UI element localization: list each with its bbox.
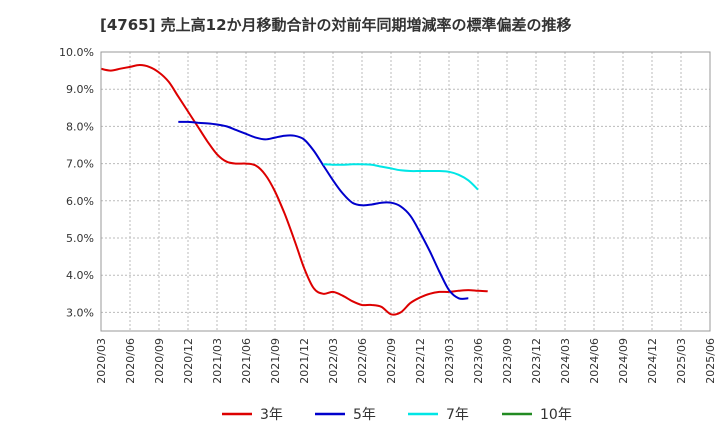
y-axis: 3.0% 4.0% 5.0% 6.0% 7.0% 8.0% 9.0% 10.0% [59,46,94,319]
legend: 3年 5年 7年 10年 [222,407,572,423]
x-tick-label: 2024/06 [588,338,601,384]
legend-label-3: 10年 [540,407,572,423]
x-tick-label: 2025/06 [704,338,717,384]
x-tick-label: 2021/12 [298,338,311,384]
series-line-0 [100,63,488,316]
x-tick-label: 2022/06 [356,338,369,384]
x-tick-label: 2023/12 [530,338,543,384]
legend-label-0: 3年 [260,407,283,423]
y-tick-label: 5.0% [66,232,94,245]
x-tick-label: 2020/03 [95,338,108,384]
series-line-1 [178,120,469,300]
y-tick-label: 7.0% [66,158,94,171]
y-tick-label: 10.0% [59,46,94,59]
x-tick-label: 2023/06 [472,338,485,384]
grid-lines [100,51,711,331]
x-axis: 2020/03 2020/06 2020/09 2020/12 2021/03 2021/… [95,338,717,384]
legend-label-2: 7年 [446,407,469,423]
series-lines [100,63,488,316]
series-line-2 [323,163,479,191]
x-tick-label: 2020/09 [153,338,166,384]
y-tick-label: 3.0% [66,306,94,319]
x-tick-label: 2022/12 [414,338,427,384]
x-tick-label: 2024/12 [646,338,659,384]
x-tick-label: 2022/03 [327,338,340,384]
x-tick-label: 2021/06 [240,338,253,384]
x-tick-label: 2024/09 [617,338,630,384]
x-tick-label: 2023/03 [443,338,456,384]
x-tick-label: 2020/12 [182,338,195,384]
plot-area [100,51,711,332]
x-tick-label: 2022/09 [385,338,398,384]
y-tick-label: 4.0% [66,269,94,282]
y-tick-label: 6.0% [66,195,94,208]
x-tick-label: 2024/03 [559,338,572,384]
y-tick-label: 8.0% [66,120,94,133]
x-tick-label: 2023/09 [501,338,514,384]
x-tick-label: 2020/06 [124,338,137,384]
x-tick-label: 2025/03 [675,338,688,384]
chart-title: [4765] 売上高12か月移動合計の対前年同期増減率の標準偏差の推移 [100,16,572,34]
x-tick-label: 2021/03 [211,338,224,384]
y-tick-label: 9.0% [66,83,94,96]
x-tick-label: 2021/09 [269,338,282,384]
legend-label-1: 5年 [353,407,376,423]
